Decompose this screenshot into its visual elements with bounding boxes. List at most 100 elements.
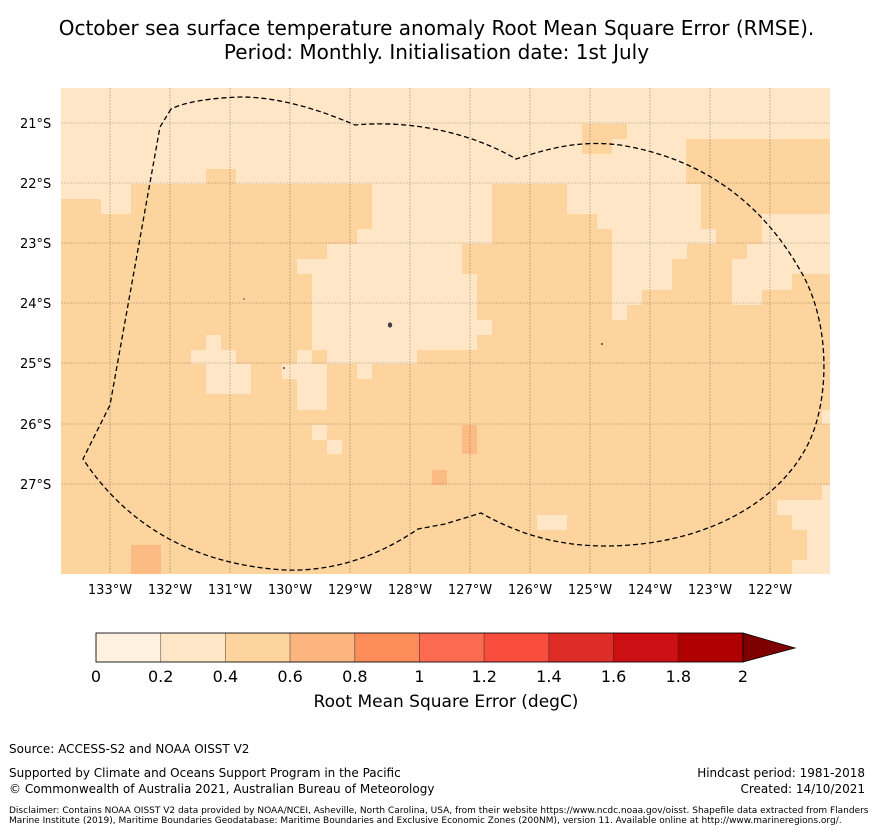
- colorbar-ticks: 0 0.2 0.4 0.6 0.8 1 1.2 1.4 1.6 1.8 2: [91, 667, 748, 686]
- colorbar-tick-label: 0: [91, 667, 101, 686]
- low-region-sw-a: [206, 335, 221, 350]
- colorbar-tick-label: 0.4: [213, 667, 238, 686]
- low-region-east-a: [567, 184, 686, 214]
- low-region-north-west-c: [61, 184, 101, 199]
- low-region-central-e: [312, 274, 477, 320]
- hindcast-text: Hindcast period: 1981-2018: [697, 766, 865, 780]
- low-region-se-c: [792, 515, 830, 530]
- lon-label-130w: 130°W: [268, 583, 312, 598]
- latitude-labels: 21°S 22°S 23°S 24°S 25°S 26°S 27°S: [20, 117, 51, 493]
- low-region-east-d: [612, 244, 687, 259]
- low-region-north: [61, 88, 830, 139]
- low-region-east-f: [612, 290, 642, 305]
- colorbar-tick-label: 1: [414, 667, 424, 686]
- low-region-sw-f: [312, 425, 327, 440]
- created-text: Created: 14/10/2021: [740, 782, 865, 796]
- low-region-north-west-b: [101, 184, 131, 214]
- low-region-se-a: [822, 410, 830, 424]
- low-region-se-d: [807, 530, 830, 560]
- colorbar-tick-label: 1.2: [471, 667, 496, 686]
- copyright-text: © Commonwealth of Australia 2021, Austra…: [9, 782, 435, 796]
- low-region-sw-d: [282, 364, 327, 379]
- high-cell-a: [462, 425, 477, 454]
- lat-label-26s: 26°S: [20, 418, 51, 433]
- colorbar-label: Root Mean Square Error (degC): [313, 692, 579, 712]
- lon-label-125w: 125°W: [568, 583, 612, 598]
- lon-label-126w: 126°W: [508, 583, 552, 598]
- colorbar-segment: [224, 632, 291, 663]
- low-region-central-h: [327, 350, 417, 364]
- lon-label-123w: 123°W: [688, 583, 732, 598]
- colorbar-tick-label: 2: [738, 667, 748, 686]
- low-region-sw-b: [191, 350, 236, 364]
- island-oeno: [243, 298, 245, 300]
- colorbar-tick-label: 0.2: [148, 667, 173, 686]
- colorbar-segment: [548, 632, 615, 663]
- chart-title: October sea surface temperature anomaly …: [0, 16, 873, 64]
- lat-label-25s: 25°S: [20, 357, 51, 372]
- title-line-2: Period: Monthly. Initialisation date: 1s…: [223, 40, 650, 64]
- mid-cell-central-gap: [312, 350, 327, 364]
- low-region-east-b: [597, 214, 701, 229]
- low-region-sw-c: [206, 364, 251, 394]
- colorbar-segment: [95, 632, 162, 663]
- low-region-se-e: [792, 560, 830, 574]
- colorbar-segment: [289, 632, 356, 663]
- low-region-east-c: [612, 229, 716, 244]
- lat-label-23s: 23°S: [20, 237, 51, 252]
- low-region-central-j: [357, 364, 372, 379]
- disclaimer-text: Disclaimer: Contains NOAA OISST V2 data …: [9, 806, 869, 826]
- low-region-se-b: [777, 500, 830, 515]
- lon-label-133w: 133°W: [88, 583, 132, 598]
- lat-label-24s: 24°S: [20, 297, 51, 312]
- lon-label-131w: 131°W: [208, 583, 252, 598]
- low-region-sw-g: [327, 440, 342, 454]
- colorbar-tick-label: 1.4: [536, 667, 561, 686]
- low-region-east-e: [612, 259, 672, 290]
- low-region-far-east-d: [732, 259, 830, 274]
- supported-text: Supported by Climate and Oceans Support …: [9, 766, 401, 780]
- low-region-central-i: [297, 350, 312, 364]
- colorbar-segment: [613, 632, 679, 663]
- mid-cell-east-strip-b: [701, 184, 830, 214]
- colorbar-outline: [95, 632, 744, 663]
- title-line-1: October sea surface temperature anomaly …: [58, 16, 815, 40]
- island-pitcairn: [283, 367, 285, 369]
- longitude-labels: 133°W 132°W 131°W 130°W 129°W 128°W 127°…: [88, 583, 792, 598]
- colorbar-segments: [95, 632, 744, 663]
- colorbar-segment: [419, 632, 485, 663]
- rmse-map: 21°S 22°S 23°S 24°S 25°S 26°S 27°S 133°W…: [20, 88, 830, 598]
- mid-cell-north-c: [582, 139, 612, 154]
- rmse-high-cells: [131, 425, 477, 574]
- island-henderson: [387, 322, 393, 328]
- lon-label-132w: 132°W: [148, 583, 192, 598]
- source-text: Source: ACCESS-S2 and NOAA OISST V2: [9, 742, 250, 756]
- colorbar-segment: [677, 632, 744, 663]
- rmse-low-regions: [61, 88, 830, 574]
- colorbar-tick-label: 1.8: [666, 667, 691, 686]
- mid-cell-east-strip: [686, 139, 830, 184]
- colorbar-segment: [160, 632, 226, 663]
- low-region-far-east-b: [762, 229, 830, 244]
- low-region-central-b: [357, 229, 492, 244]
- islands: [243, 298, 603, 369]
- lat-label-21s: 21°S: [20, 117, 51, 132]
- low-region-south-a: [537, 515, 567, 530]
- colorbar: 0 0.2 0.4 0.6 0.8 1 1.2 1.4 1.6 1.8 2: [91, 632, 797, 686]
- island-ducie: [601, 343, 603, 345]
- low-region-central-g: [312, 335, 477, 350]
- low-region-central-d: [297, 259, 477, 274]
- lat-label-27s: 27°S: [20, 478, 51, 493]
- mid-cell-north-d: [462, 259, 477, 274]
- gridlines: [61, 88, 830, 574]
- lat-label-22s: 22°S: [20, 177, 51, 192]
- lon-label-128w: 128°W: [388, 583, 432, 598]
- low-region-sw-e: [297, 379, 327, 410]
- mid-cell-north-a: [206, 169, 236, 184]
- lon-label-129w: 129°W: [328, 583, 372, 598]
- high-cell-b: [432, 470, 447, 485]
- low-region-east-g: [612, 305, 627, 320]
- colorbar-tick-label: 1.6: [601, 667, 626, 686]
- colorbar-tick-label: 0.8: [342, 667, 367, 686]
- lon-label-122w: 122°W: [748, 583, 792, 598]
